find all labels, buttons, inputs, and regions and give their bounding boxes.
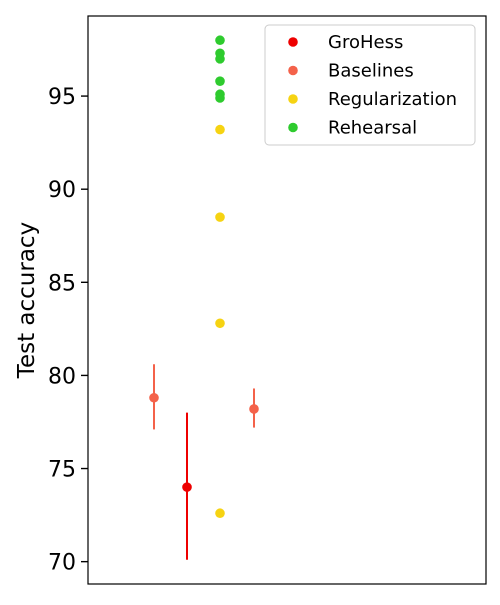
plot-frame [87,15,487,585]
regularization-point [215,318,225,329]
legend-marker [288,122,298,133]
rehearsal-point [215,89,225,100]
regularization-point [215,124,225,135]
y-axis-label: Test accuracy [14,222,40,379]
y-tick-label: 85 [48,271,76,296]
legend-label: Rehearsal [328,118,417,139]
legend-label: Regularization [328,89,457,110]
y-axis: 70 75 80 85 90 95 [48,85,88,576]
baselines-point [149,392,159,403]
y-tick-label: 90 [48,178,76,203]
plot-area [149,35,259,560]
legend-box [264,24,476,146]
y-tick-label: 80 [48,364,76,389]
y-tick-label: 95 [48,85,76,110]
legend-marker [288,94,298,104]
rehearsal-point [215,76,225,86]
legend-marker [288,37,298,47]
rehearsal-point [215,48,225,59]
legend-marker [288,65,298,76]
rehearsal-point [215,35,225,46]
y-tick-label: 75 [48,458,76,483]
grohess-point [182,482,192,492]
regularization-point [215,508,225,519]
legend-label: GroHess [328,32,403,53]
regularization-point [215,212,225,222]
legend: GroHess Baselines Regularization Rehearsal [264,24,476,146]
y-tick-label: 70 [48,551,76,576]
legend-label: Baselines [328,61,414,82]
baselines-point [249,404,259,414]
